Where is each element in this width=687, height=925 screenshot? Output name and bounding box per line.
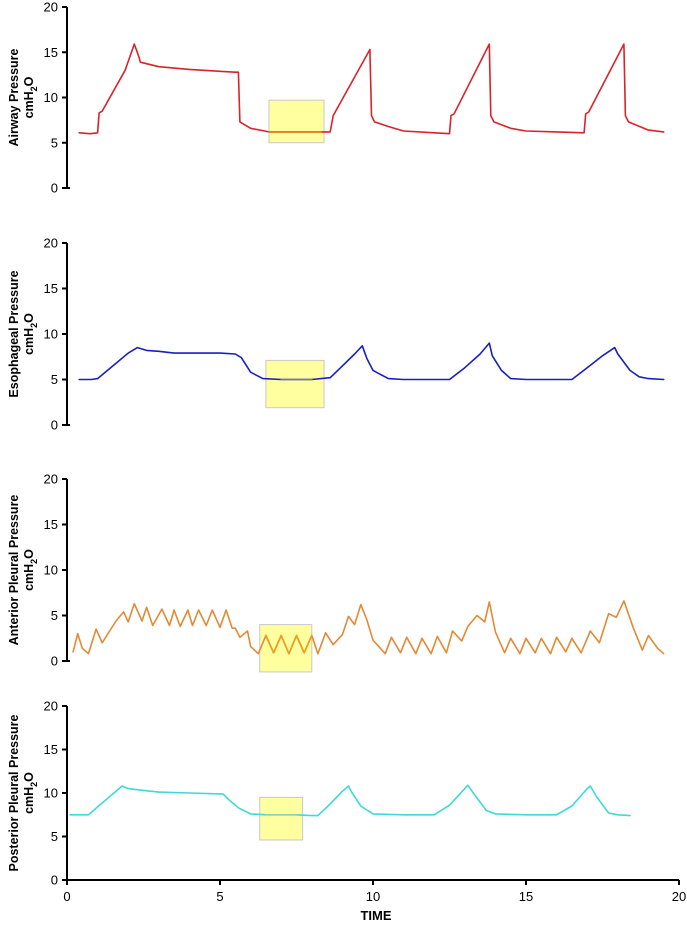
panel-2: 0 5 10 15 20 Esophageal PressurecmH2O bbox=[7, 236, 665, 433]
y-tick-label: 15 bbox=[44, 281, 58, 296]
y-tick-label: 10 bbox=[44, 90, 58, 105]
x-tick-label: 20 bbox=[672, 889, 686, 904]
y-tick-label: 5 bbox=[51, 829, 58, 844]
y-axis-unit-tail: O bbox=[22, 313, 36, 323]
y-tick-label: 15 bbox=[44, 742, 58, 757]
y-tick-label: 10 bbox=[44, 327, 58, 342]
highlight-box bbox=[268, 99, 325, 144]
x-tick-label: 15 bbox=[519, 889, 533, 904]
panel-3: 0 5 10 15 20 Anterior Pleural PressurecmH2O bbox=[7, 472, 665, 673]
y-axis-unit-tail: O bbox=[22, 772, 36, 782]
highlight-box bbox=[259, 796, 304, 841]
y-axis-title-text: Esophageal Pressure bbox=[7, 270, 21, 397]
y-tick-label: 0 bbox=[51, 873, 58, 888]
y-tick-label: 20 bbox=[44, 699, 58, 714]
y-axis-title: Esophageal PressurecmH2O bbox=[7, 270, 39, 397]
x-axis-title: TIME bbox=[360, 908, 391, 923]
panel-1: 0 5 10 15 20 Airway PressurecmH2O bbox=[7, 0, 665, 196]
series-line bbox=[78, 342, 665, 381]
y-tick-label: 0 bbox=[51, 418, 58, 433]
y-axis: 0 5 10 15 20 bbox=[44, 0, 70, 196]
y-axis-unit-sub: 2 bbox=[29, 782, 39, 787]
y-axis: 0 5 10 15 20 bbox=[44, 472, 70, 669]
panel-4: 0 5 10 15 20 Posterior Pleural PressurecmH2O bbox=[7, 699, 679, 888]
y-axis-title-text: Airway Pressure bbox=[7, 48, 21, 146]
y-axis-unit-tail: O bbox=[22, 76, 36, 86]
y-axis-unit-sub: 2 bbox=[29, 86, 39, 91]
series-line bbox=[78, 43, 665, 135]
x-tick-label: 0 bbox=[63, 889, 70, 904]
y-tick-label: 20 bbox=[44, 0, 58, 15]
highlighted-segment bbox=[265, 634, 313, 655]
y-axis-title-text: Anterior Pleural Pressure bbox=[7, 495, 21, 646]
y-tick-label: 10 bbox=[44, 786, 58, 801]
y-axis-title: Airway PressurecmH2O bbox=[7, 48, 39, 146]
y-tick-label: 0 bbox=[51, 654, 58, 669]
y-tick-label: 0 bbox=[51, 181, 58, 196]
y-axis-unit-tail: O bbox=[22, 549, 36, 559]
y-axis-unit: cmH bbox=[22, 328, 36, 355]
x-tick-label: 5 bbox=[216, 889, 223, 904]
y-axis-unit-sub: 2 bbox=[29, 323, 39, 328]
y-axis-unit: cmH bbox=[22, 564, 36, 591]
y-tick-label: 5 bbox=[51, 135, 58, 150]
y-axis-title: Posterior Pleural PressurecmH2O bbox=[7, 714, 39, 871]
y-tick-label: 15 bbox=[44, 45, 58, 60]
y-tick-label: 15 bbox=[44, 517, 58, 532]
series-line bbox=[72, 600, 665, 655]
y-axis-unit: cmH bbox=[22, 787, 36, 814]
x-tick-label: 10 bbox=[366, 889, 380, 904]
y-axis-title-text: Posterior Pleural Pressure bbox=[7, 714, 21, 871]
y-tick-label: 20 bbox=[44, 236, 58, 251]
y-axis: 0 5 10 15 20 bbox=[44, 699, 679, 888]
y-axis: 0 5 10 15 20 bbox=[44, 236, 70, 433]
y-tick-label: 5 bbox=[51, 608, 58, 623]
y-axis-unit-sub: 2 bbox=[29, 559, 39, 564]
x-axis: TIME 0 5 10 15 20 bbox=[63, 880, 686, 923]
y-tick-label: 5 bbox=[51, 372, 58, 387]
y-tick-label: 10 bbox=[44, 563, 58, 578]
y-axis-title: Anterior Pleural PressurecmH2O bbox=[7, 495, 39, 646]
y-tick-label: 20 bbox=[44, 472, 58, 487]
highlight-box bbox=[265, 359, 325, 409]
y-axis-unit: cmH bbox=[22, 91, 36, 118]
series-line bbox=[69, 784, 631, 817]
